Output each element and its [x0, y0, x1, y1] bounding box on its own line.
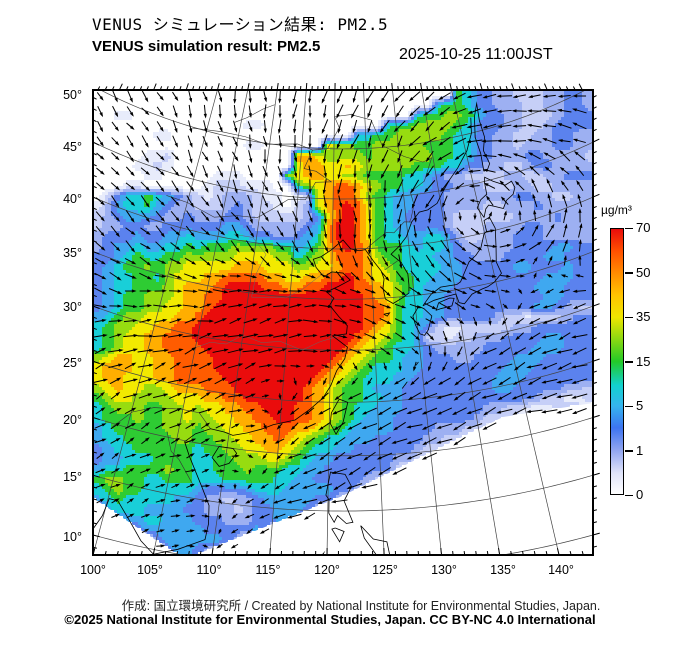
- colorbar-tick-label: 5: [636, 398, 644, 413]
- lat-tick-label: 10°: [63, 530, 82, 544]
- copyright-line: ©2025 National Institute for Environment…: [64, 612, 596, 627]
- lon-tick-label: 140°: [548, 563, 574, 577]
- lat-tick-label: 50°: [63, 88, 82, 102]
- colorbar-tick-label: 1: [636, 442, 644, 458]
- colorbar-tick: [625, 450, 633, 452]
- colorbar-tick: [625, 361, 633, 363]
- lon-tick-label: 130°: [431, 563, 457, 577]
- lon-tick-label: 135°: [490, 563, 516, 577]
- colorbar-tick-label: 70: [636, 220, 651, 235]
- colorbar: [610, 228, 624, 495]
- lat-tick-label: 25°: [63, 356, 82, 370]
- credit-line: 作成: 国立環境研究所 / Created by National Instit…: [121, 599, 601, 613]
- colorbar-tick: [625, 227, 633, 229]
- lat-tick-label: 35°: [63, 246, 82, 260]
- lon-tick-label: 100°: [80, 563, 106, 577]
- colorbar-unit-label: µg/m³: [601, 203, 632, 217]
- lat-tick-label: 40°: [63, 192, 82, 206]
- colorbar-tick-label: 35: [636, 309, 651, 324]
- lon-tick-label: 115°: [255, 563, 281, 577]
- datetime-label: 2025-10-25 11:00JST: [399, 46, 553, 63]
- lat-tick-label: 20°: [63, 413, 82, 427]
- colorbar-tick-label: 15: [636, 353, 651, 369]
- lat-tick-label: 45°: [63, 140, 82, 154]
- colorbar-tick: [625, 316, 633, 318]
- lon-tick-label: 110°: [196, 563, 222, 577]
- lon-tick-label: 120°: [314, 563, 340, 577]
- colorbar-tick: [625, 405, 633, 407]
- lat-tick-label: 30°: [63, 300, 82, 314]
- lon-tick-label: 105°: [137, 563, 163, 577]
- colorbar-tick: [625, 494, 633, 496]
- lon-tick-label: 125°: [372, 563, 398, 577]
- colorbar-tick-label: 50: [636, 264, 651, 280]
- colorbar-tick: [625, 272, 633, 274]
- lat-tick-label: 15°: [63, 470, 82, 484]
- colorbar-tick-label: 0: [636, 487, 644, 502]
- page-title-japanese: VENUS シミュレーション結果: PM2.5: [92, 15, 389, 34]
- page-title-english: VENUS simulation result: PM2.5: [92, 38, 321, 55]
